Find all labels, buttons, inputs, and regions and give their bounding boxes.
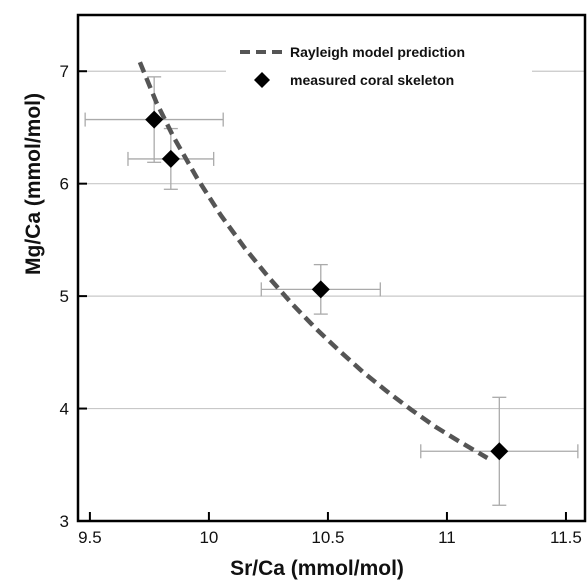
y-tick-label-1: 4 <box>60 400 69 419</box>
y-tick-label-3: 6 <box>60 175 69 194</box>
data-point-1 <box>161 149 180 168</box>
legend-box <box>226 34 532 96</box>
x-tick-label-0: 9.5 <box>78 528 102 547</box>
y-tick-label-2: 5 <box>60 287 69 306</box>
y-axis-title: Mg/Ca (mmol/mol) <box>22 93 45 275</box>
x-tick-label-2: 10.5 <box>311 528 344 547</box>
x-tick-label-4: 11.5 <box>550 528 582 547</box>
legend-label-points: measured coral skeleton <box>290 72 454 88</box>
data-point-0 <box>145 110 164 129</box>
x-tick-label-1: 10 <box>199 528 218 547</box>
y-tick-label-0: 3 <box>60 512 69 531</box>
data-point-2 <box>311 280 330 299</box>
x-tick-label-3: 11 <box>438 528 456 547</box>
x-axis-title: Sr/Ca (mmol/mol) <box>230 557 404 580</box>
legend: Rayleigh model prediction measured coral… <box>226 34 532 96</box>
data-point-3 <box>490 442 509 461</box>
legend-label-model: Rayleigh model prediction <box>290 44 465 60</box>
legend-swatch-points <box>254 72 270 88</box>
plot-frame <box>76 13 587 523</box>
axis-ticks: 9.5 10 10.5 11 11.5 3 4 5 6 7 <box>60 62 582 547</box>
rayleigh-model-line <box>137 61 489 460</box>
model-line-layer <box>137 61 489 460</box>
data-points <box>145 110 509 461</box>
error-bars <box>84 76 579 506</box>
y-tick-label-4: 7 <box>60 62 69 81</box>
